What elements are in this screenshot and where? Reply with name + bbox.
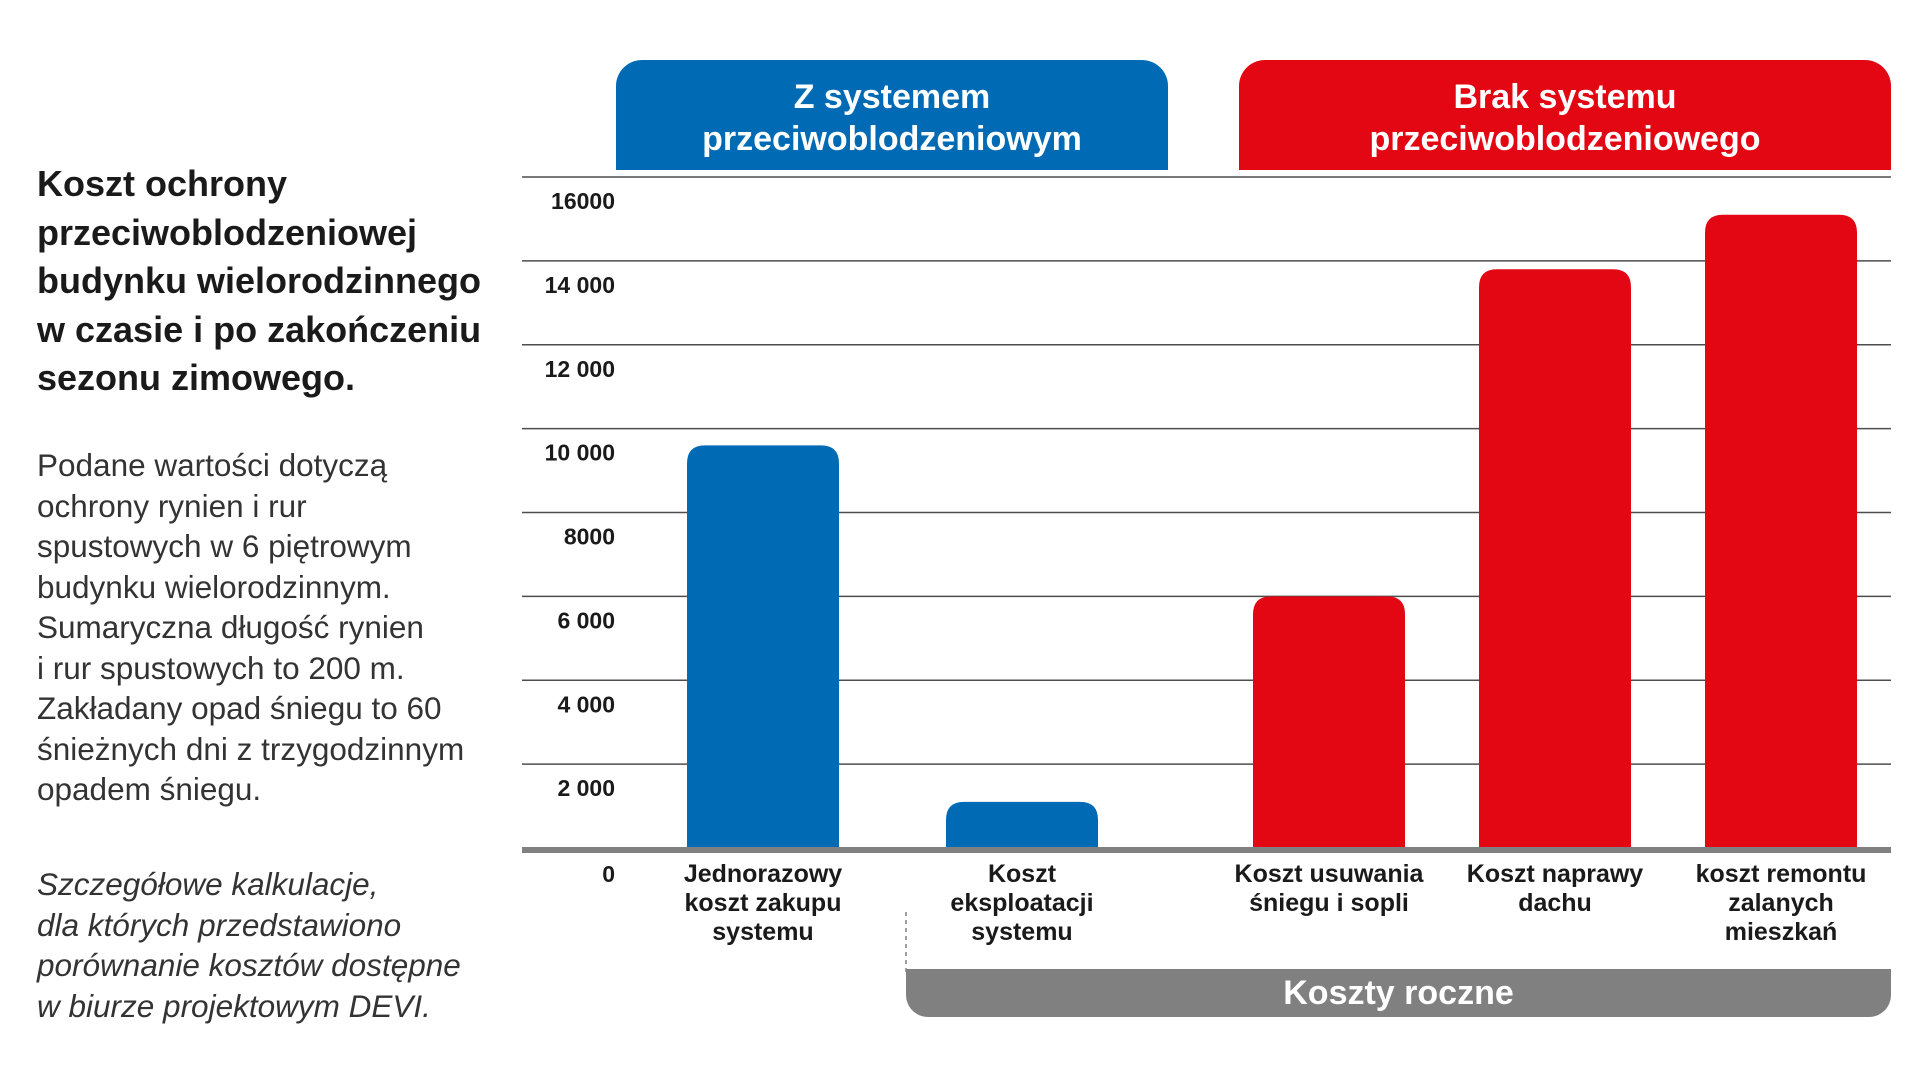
- note-line: Szczegółowe kalkulacje,: [37, 866, 379, 902]
- group-header-without-system: Brak systemu przeciwoblodzeniowego: [1239, 60, 1891, 170]
- description-line: spustowych w 6 piętrowym: [37, 528, 412, 564]
- y-tick-label: 0: [602, 861, 615, 887]
- description-line: Sumaryczna długość rynien: [37, 609, 424, 645]
- description-line: ochrony rynien i rur: [37, 487, 307, 524]
- annual-costs-label: Koszty roczne: [1283, 973, 1514, 1012]
- bar: [946, 801, 1098, 848]
- x-category-label: eksploatacji: [950, 889, 1093, 917]
- x-category-label: zalanych: [1728, 889, 1834, 917]
- note-line: w biurze projektowym DEVI.: [37, 987, 431, 1024]
- description-line: śnieżnych dni z trzygodzinnym: [37, 730, 465, 767]
- description-line: opadem śniegu.: [37, 771, 262, 807]
- x-category-label: koszt remontu: [1696, 860, 1867, 888]
- x-category-label: koszt zakupu: [685, 889, 842, 917]
- y-tick-label: 8000: [564, 524, 615, 550]
- annual-costs-bar: Koszty roczne: [906, 969, 1891, 1017]
- note-line: porównanie kosztów dostępne: [37, 947, 461, 983]
- title-line: w czasie i po zakończeniu: [37, 308, 482, 350]
- y-tick-label: 16000: [551, 188, 615, 214]
- y-tick-label: 14 000: [545, 272, 615, 298]
- y-tick-label: 2 000: [557, 775, 615, 801]
- bar: [687, 445, 839, 848]
- chart-description-title: Koszt ochrony przeciwoblodzeniowej budyn…: [37, 160, 507, 403]
- x-category-label: Jednorazowy: [684, 860, 842, 888]
- group-header-line: przeciwoblodzeniowym: [702, 120, 1082, 158]
- description-line: budynku wielorodzinnym.: [37, 568, 391, 605]
- title-line: sezonu zimowego.: [37, 357, 356, 398]
- bar: [1705, 214, 1857, 848]
- group-header-line: przeciwoblodzeniowego: [1369, 120, 1761, 158]
- y-tick-label: 12 000: [545, 356, 615, 382]
- x-category-label: Koszt naprawy: [1467, 860, 1644, 888]
- chart-description-text: Podane wartości dotyczą ochrony rynien i…: [37, 445, 507, 810]
- x-category-label: mieszkań: [1725, 918, 1838, 946]
- x-category-label: śniegu i sopli: [1249, 889, 1409, 917]
- title-line: Koszt ochrony: [37, 163, 288, 204]
- group-header-with-system: Z systemem przeciwoblodzeniowym: [616, 60, 1168, 170]
- note-line: dla których przedstawiono: [37, 906, 402, 943]
- group-header-line: Z systemem: [793, 78, 991, 116]
- y-tick-label: 4 000: [557, 691, 615, 717]
- description-line: i rur spustowych to 200 m.: [37, 649, 405, 686]
- x-category-label: systemu: [971, 918, 1072, 946]
- x-category-label: Koszt: [988, 860, 1057, 888]
- bar: [1479, 269, 1631, 848]
- x-category-label: Koszt usuwania: [1235, 860, 1425, 888]
- description-line: Podane wartości dotyczą: [37, 447, 388, 483]
- description-line: Zakładany opad śniegu to 60: [37, 690, 442, 726]
- y-tick-label: 10 000: [545, 440, 615, 466]
- y-tick-label: 6 000: [557, 607, 615, 633]
- x-category-label: systemu: [712, 918, 813, 946]
- chart-footnote: Szczegółowe kalkulacje, dla których prze…: [37, 864, 507, 1026]
- title-line: budynku wielorodzinnego: [37, 260, 481, 301]
- x-category-label: dachu: [1518, 889, 1592, 917]
- group-header-line: Brak systemu: [1453, 78, 1677, 116]
- bar: [1253, 596, 1405, 848]
- title-line: przeciwoblodzeniowej: [37, 211, 418, 253]
